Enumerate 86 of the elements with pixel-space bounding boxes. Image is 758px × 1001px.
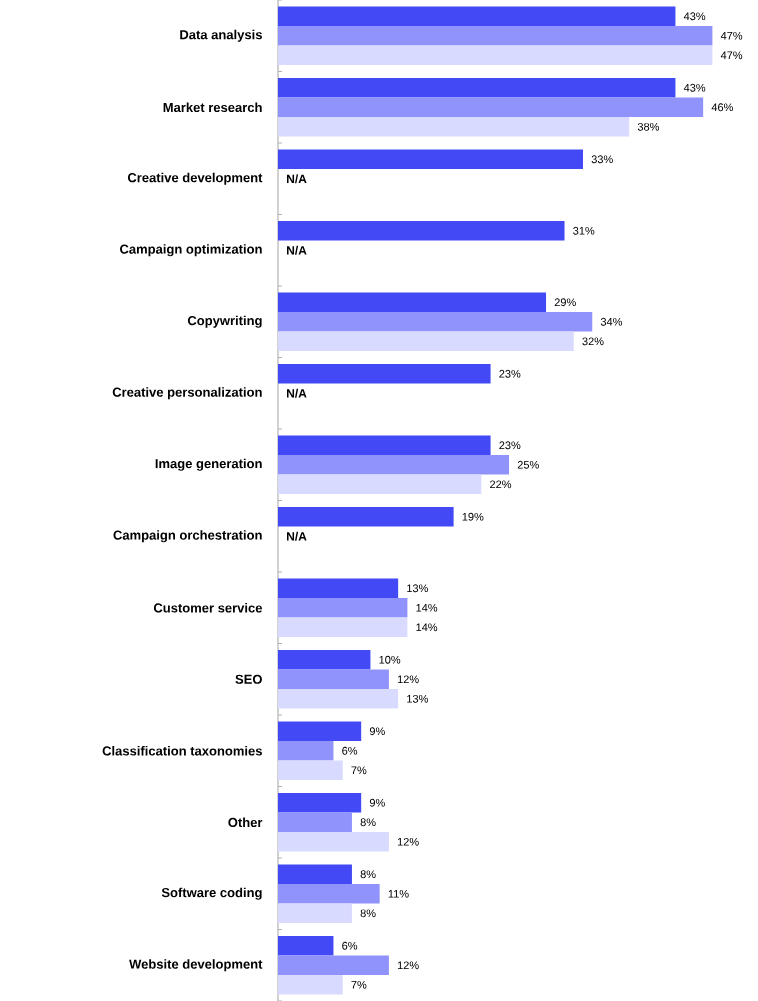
data-label: 47% [720,31,743,40]
data-label: 8% [360,909,376,918]
y-tick-label: Campaign optimization [120,244,262,257]
y-tick-label: Campaign orchestration [113,530,262,543]
data-label: 14% [416,623,438,632]
data-label: 46% [711,103,733,112]
bar [278,578,399,599]
text: N/A [287,174,307,184]
data-label: 23% [499,369,521,378]
bar [278,935,334,956]
bar [278,474,482,495]
data-label: 19% [462,512,484,521]
bar [278,760,343,781]
bar [278,812,352,833]
bar [278,864,352,884]
bar [278,792,362,813]
bar [278,331,574,352]
bar [278,975,343,995]
text: N/A [287,388,307,398]
y-tick-label: Market research [163,102,262,113]
y-tick-label: Other [228,817,263,828]
bar [278,721,362,741]
data-label: 6% [342,746,358,755]
bar [278,955,389,976]
bar [278,77,676,98]
y-tick-label: SEO [235,674,262,684]
data-label: 31% [573,226,595,235]
bar [278,149,583,170]
data-label: 29% [554,298,576,307]
bar [278,455,510,475]
data-label: 43% [683,12,706,21]
bar [278,97,704,118]
data-label: 47% [720,51,743,60]
data-label: 23% [499,441,521,450]
data-label: 38% [637,122,660,131]
y-tick-label: Image generation [155,458,262,471]
data-label: 43% [683,83,706,92]
data-label: 32% [582,337,604,346]
y-tick-label: Website development [129,959,263,972]
data-label: 34% [600,317,623,326]
data-label: 13% [407,694,428,703]
data-label: 13% [407,584,428,593]
bar [278,832,389,852]
bar [278,220,565,241]
data-label: 12% [397,961,419,970]
bar [278,649,371,670]
data-label: 33% [591,155,613,164]
bar [278,617,408,638]
bar [278,669,389,690]
bar [278,312,593,332]
bar [278,292,547,313]
data-label: 14% [416,603,438,612]
bar [278,884,380,904]
data-label: 22% [490,480,512,489]
data-label: 9% [369,727,385,736]
text: N/A [287,531,307,541]
bar [278,45,713,66]
bar [278,117,630,137]
bar [278,435,491,456]
y-tick-label: Copywriting [187,315,262,328]
data-label: 9% [369,798,385,807]
data-label: 7% [351,766,367,775]
data-label: 25% [517,460,539,469]
data-label: 10% [379,655,401,664]
data-label: 12% [397,837,419,846]
data-label: 8% [360,870,376,879]
data-label: 12% [397,675,419,684]
bar [278,506,454,527]
data-label: 7% [351,980,367,989]
bar [278,26,713,46]
bar [278,363,491,384]
bar [278,689,399,709]
data-label: 8% [360,818,376,827]
y-tick-label: Classification taxonomies [102,745,262,756]
y-tick-label: Data analysis [180,29,262,42]
y-tick-label: Creative development [127,172,263,185]
bar [278,6,676,27]
text: N/A [287,245,307,255]
y-tick-label: Creative personalization [112,387,262,400]
data-label: 11% [388,889,409,898]
y-tick-label: Software coding [161,887,262,900]
data-label: 6% [342,941,358,950]
y-tick-label: Customer service [153,602,263,613]
bar [278,903,352,924]
bar [278,598,408,618]
bar [278,741,334,761]
